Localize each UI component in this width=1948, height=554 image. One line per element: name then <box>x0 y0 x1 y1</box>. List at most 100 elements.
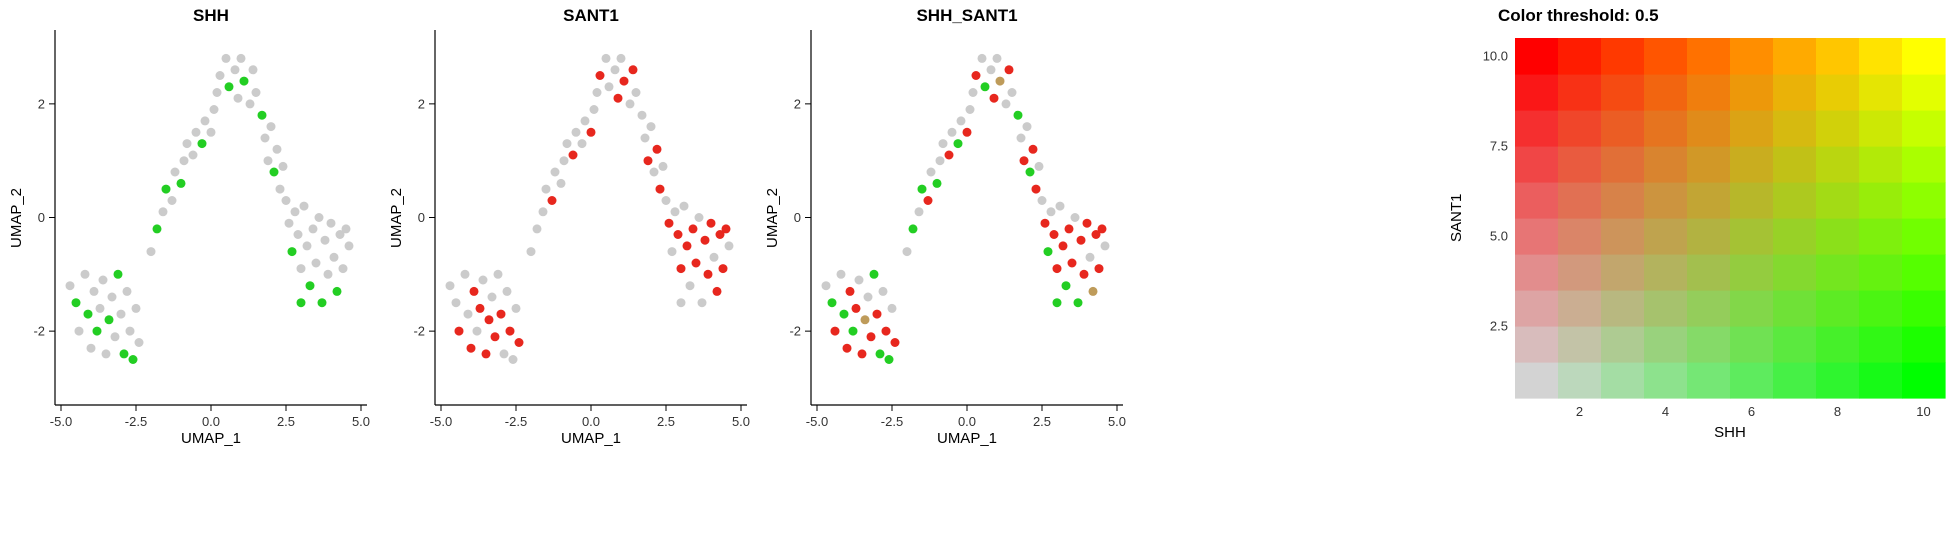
legend-cell <box>1515 254 1559 291</box>
legend-cell <box>1730 146 1774 183</box>
data-point <box>239 76 249 86</box>
data-point <box>514 338 524 347</box>
data-point <box>610 65 620 75</box>
data-point <box>1004 65 1014 75</box>
legend-cell <box>1687 38 1731 75</box>
data-point <box>944 150 954 160</box>
data-point <box>206 127 216 137</box>
legend-cell <box>1558 182 1602 219</box>
data-point <box>1022 122 1032 132</box>
data-point <box>86 343 96 353</box>
data-point <box>119 349 129 359</box>
x-tick-label: 0.0 <box>958 414 976 429</box>
points-group <box>821 53 1110 364</box>
legend-x-tick-label: 8 <box>1834 404 1841 419</box>
data-point <box>481 349 491 359</box>
legend-cell <box>1558 362 1602 399</box>
legend-cell <box>1558 326 1602 363</box>
data-point <box>902 247 912 257</box>
legend-cell <box>1515 146 1559 183</box>
data-point <box>613 93 623 103</box>
data-point <box>179 156 189 166</box>
data-point <box>257 110 267 120</box>
data-point <box>706 218 716 228</box>
data-point <box>305 281 315 291</box>
legend-cell <box>1601 182 1645 219</box>
legend-cell <box>1601 290 1645 327</box>
legend-cell <box>1902 38 1946 75</box>
legend-cell <box>1687 290 1731 327</box>
legend-cell <box>1644 362 1688 399</box>
legend-cell <box>1773 362 1817 399</box>
legend-cell <box>1515 110 1559 147</box>
y-tick-label: 2 <box>38 96 45 111</box>
data-point <box>676 298 686 308</box>
data-point <box>311 258 321 268</box>
data-point <box>472 326 482 336</box>
data-point <box>224 82 234 92</box>
data-point <box>344 241 354 251</box>
x-tick-label: 2.5 <box>1033 414 1051 429</box>
data-point <box>1073 298 1083 308</box>
data-point <box>1088 286 1098 296</box>
data-point <box>508 355 518 364</box>
panel-title-shh: SHH <box>193 6 229 25</box>
legend-cell <box>1558 38 1602 75</box>
data-point <box>475 303 485 313</box>
data-point <box>884 355 894 364</box>
data-point <box>655 184 665 194</box>
legend-cell <box>1859 254 1903 291</box>
data-point <box>287 247 297 257</box>
legend-cell <box>1601 110 1645 147</box>
data-point <box>637 110 647 120</box>
data-point <box>1052 264 1062 274</box>
data-point <box>248 65 258 75</box>
data-point <box>592 88 602 97</box>
data-point <box>875 349 885 359</box>
data-point <box>71 298 81 308</box>
data-point <box>652 144 662 154</box>
data-point <box>499 349 509 359</box>
legend-cell <box>1773 254 1817 291</box>
data-point <box>601 53 611 63</box>
data-point <box>215 71 225 80</box>
color-blend-matrix: 2 4 6 8 10 2.5 5.0 7.5 10.0 <box>1483 38 1946 419</box>
legend-cell <box>1773 38 1817 75</box>
data-point <box>830 326 840 336</box>
data-point <box>1049 230 1059 239</box>
data-point <box>182 139 192 149</box>
data-point <box>872 309 882 319</box>
legend-cell <box>1902 74 1946 111</box>
panel-shh-sant1: SHH_SANT1 UMAP_2 -5.0 -2.5 0.0 2.5 5.0 -2 0 2 U… <box>756 0 1132 554</box>
legend-x-tick-label: 10 <box>1916 404 1930 419</box>
points-group <box>65 53 354 364</box>
data-point <box>992 53 1002 63</box>
data-point <box>577 139 587 149</box>
data-point <box>956 116 966 126</box>
data-point <box>92 326 102 336</box>
data-point <box>98 275 108 285</box>
x-tick-label: 0.0 <box>582 414 600 429</box>
data-point <box>83 309 93 319</box>
legend-cell <box>1515 38 1559 75</box>
legend-cell <box>1859 182 1903 219</box>
data-point <box>341 224 351 234</box>
data-point <box>538 207 548 217</box>
legend-cell <box>1558 290 1602 327</box>
legend-cell <box>1644 146 1688 183</box>
legend-cell <box>1730 254 1774 291</box>
data-point <box>1097 224 1107 234</box>
data-point <box>568 150 578 160</box>
points-group <box>445 53 734 364</box>
data-point <box>995 76 1005 86</box>
data-point <box>251 88 261 97</box>
data-point <box>212 88 222 97</box>
data-point <box>122 286 132 296</box>
legend-cell <box>1601 326 1645 363</box>
legend-cell <box>1730 38 1774 75</box>
legend-cell <box>1859 74 1903 111</box>
panel-color-legend: Color threshold: 0.5 SANT1 2 4 6 8 10 2.5 5.0 7… <box>1400 0 1948 554</box>
data-point <box>1091 230 1101 239</box>
data-point <box>332 286 342 296</box>
